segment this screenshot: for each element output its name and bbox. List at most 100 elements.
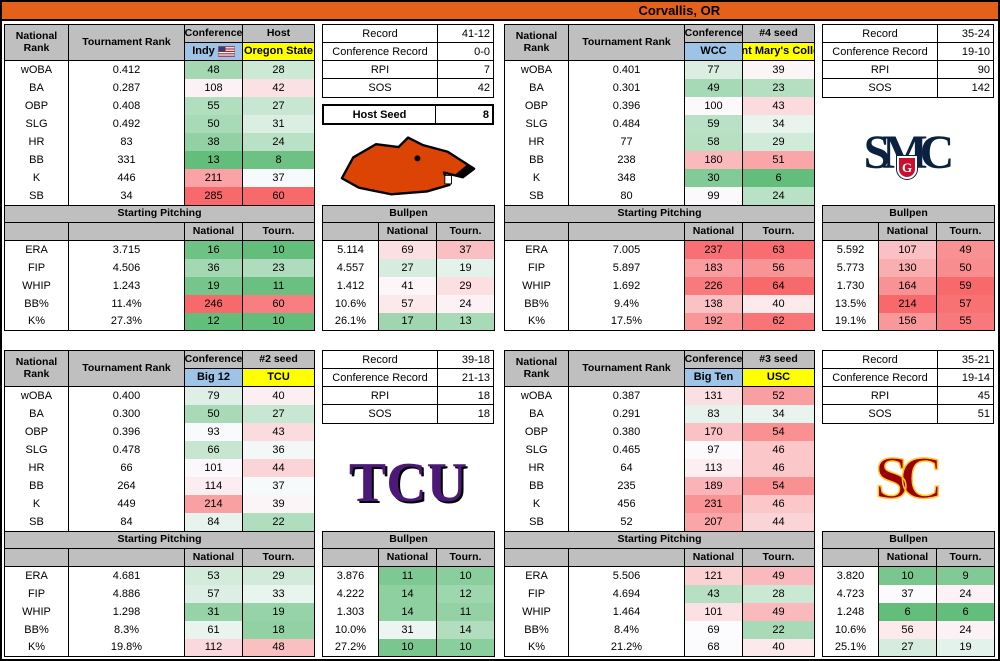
batting-national-rank-cell: 108 [185, 79, 243, 97]
batting-national-rank-cell: 38 [185, 133, 243, 151]
record-row-rpi: RPI 45 [823, 387, 993, 405]
sp-subheader-blank-2 [69, 223, 185, 241]
batting-stat-value: 0.478 [69, 441, 185, 459]
batting-national-rank-cell: 211 [185, 169, 243, 187]
pitching-stat-label: K% [505, 639, 569, 657]
pitching-table: Starting Pitching Bullpen National Tourn. Na… [4, 531, 495, 657]
sp-national-rank-cell: 183 [685, 259, 743, 277]
conference-cell: WCC [685, 43, 743, 61]
sp-stat-value: 17.5% [569, 313, 685, 331]
record-value-record: 39-18 [461, 353, 490, 366]
batting-national-rank-cell: 79 [185, 387, 243, 405]
team-logo-tcu: TCU [322, 437, 494, 529]
record-label-record: Record [823, 351, 938, 368]
batting-stat-label: BA [505, 405, 569, 423]
bp-stat-value: 26.1% [323, 313, 379, 331]
team-panel-saint-marys: Conference #4 seed National Rank Tournament… [504, 24, 996, 332]
host-seed-value: 8 [482, 108, 489, 121]
sp-national-rank-cell: 16 [185, 241, 243, 259]
tournament-rank-header: Tournament Rank [569, 25, 685, 61]
batting-stat-value: 80 [569, 187, 685, 205]
pitching-stat-label: FIP [5, 259, 69, 277]
seed-label: #4 seed [743, 25, 815, 43]
team-stats-table: Conference #3 seed National Rank Tournament… [504, 350, 815, 531]
batting-stat-label: BB [505, 477, 569, 495]
us-flag-icon [217, 46, 235, 57]
record-box: Record 39-18 Conference Record 21-13 RPI 18 SO… [322, 350, 494, 424]
bp-tournament-rank-cell: 59 [937, 277, 995, 295]
batting-tournament-rank-cell: 24 [743, 187, 815, 205]
pitching-stat-label: ERA [505, 241, 569, 259]
tcu-logo-text: TCU [348, 452, 468, 514]
team-name-cell: Oregon State [243, 43, 315, 61]
record-value-record: 35-21 [961, 353, 990, 366]
conference-header: Conference [685, 25, 743, 43]
conference-name: Big 12 [196, 371, 230, 384]
batting-national-rank-cell: 55 [185, 97, 243, 115]
batting-stat-value: 0.301 [569, 79, 685, 97]
batting-national-rank-cell: 50 [185, 405, 243, 423]
team-name-cell: TCU [243, 369, 315, 387]
bp-tournament-rank-cell: 24 [437, 295, 495, 313]
bp-stat-value: 1.412 [323, 277, 379, 295]
pitching-gap-column [815, 531, 823, 657]
sp-national-rank-cell: 237 [685, 241, 743, 259]
record-label-conference_record: Conference Record [823, 43, 938, 60]
bp-subheader-blank [823, 223, 879, 241]
bp-national-rank-cell: 14 [379, 603, 437, 621]
batting-tournament-rank-cell: 43 [243, 423, 315, 441]
sp-national-rank-cell: 192 [685, 313, 743, 331]
batting-national-rank-cell: 93 [185, 423, 243, 441]
record-value-conference_record: 0-0 [474, 45, 490, 58]
seed-label: #3 seed [743, 351, 815, 369]
batting-tournament-rank-cell: 24 [243, 133, 315, 151]
bp-national-rank-cell: 27 [879, 639, 937, 657]
batting-stat-label: SLG [505, 115, 569, 133]
bp-subheader-blank [323, 549, 379, 567]
bp-stat-value: 25.1% [823, 639, 879, 657]
batting-stat-label: BA [505, 79, 569, 97]
pitching-table: Starting Pitching Bullpen National Tourn. Na… [504, 531, 995, 657]
team-name-cell: USC [743, 369, 815, 387]
sp-subheader-blank-1 [505, 223, 569, 241]
batting-stat-label: SB [505, 513, 569, 531]
record-label-sos: SOS [823, 405, 938, 423]
batting-national-rank-cell: 100 [685, 97, 743, 115]
record-label-rpi: RPI [323, 61, 438, 78]
sp-national-rank-cell: 68 [685, 639, 743, 657]
record-row-conference_record: Conference Record 0-0 [323, 43, 493, 61]
sp-tournament-rank-cell: 22 [743, 621, 815, 639]
batting-tournament-rank-cell: 37 [243, 477, 315, 495]
bp-tournament-rank-cell: 55 [937, 313, 995, 331]
batting-national-rank-cell: 30 [685, 169, 743, 187]
batting-national-rank-cell: 170 [685, 423, 743, 441]
sp-national-rank-cell: 12 [185, 313, 243, 331]
batting-stat-label: SB [5, 513, 69, 531]
bp-national-rank-cell: 37 [879, 585, 937, 603]
record-value-rpi: 7 [483, 63, 490, 76]
sp-tournament-rank-cell: 64 [743, 277, 815, 295]
sp-tournament-rank-cell: 40 [743, 639, 815, 657]
record-row-record: Record 39-18 [323, 351, 493, 369]
bp-tournament-rank-cell: 12 [437, 585, 495, 603]
batting-tournament-rank-cell: 6 [743, 169, 815, 187]
sp-national-rank-cell: 36 [185, 259, 243, 277]
sp-subheader-blank-2 [69, 549, 185, 567]
sp-stat-value: 8.4% [569, 621, 685, 639]
bp-national-rank-cell: 69 [379, 241, 437, 259]
pitching-stat-label: WHIP [5, 277, 69, 295]
batting-national-rank-cell: 285 [185, 187, 243, 205]
batting-stat-value: 238 [569, 151, 685, 169]
batting-stat-label: HR [5, 133, 69, 151]
bullpen-header: Bullpen [823, 205, 995, 223]
bp-stat-value: 1.730 [823, 277, 879, 295]
bp-national-rank-cell: 57 [379, 295, 437, 313]
record-value-rpi: 45 [977, 389, 990, 402]
bp-stat-value: 4.723 [823, 585, 879, 603]
batting-tournament-rank-cell: 34 [743, 115, 815, 133]
batting-stat-label: wOBA [505, 387, 569, 405]
batting-national-rank-cell: 83 [685, 405, 743, 423]
pitching-stat-label: ERA [505, 567, 569, 585]
team-logo-usc: SC [824, 428, 994, 529]
